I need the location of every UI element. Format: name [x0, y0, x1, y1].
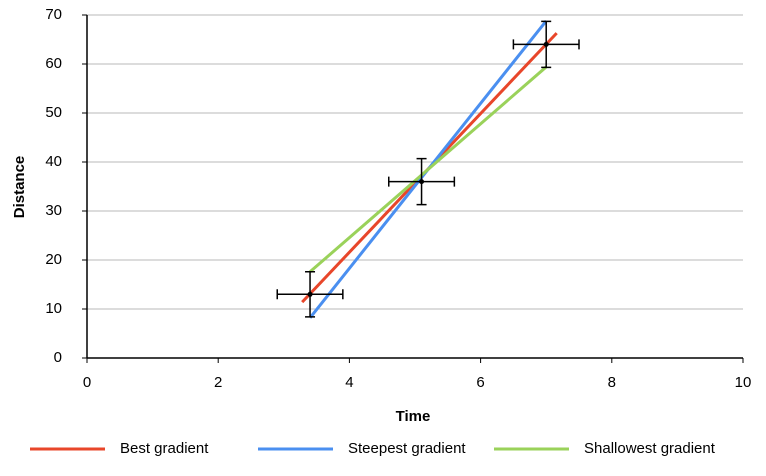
y-tick-label: 70 — [45, 6, 62, 23]
x-tick-label: 4 — [345, 374, 353, 391]
x-tick-label: 6 — [476, 374, 484, 391]
y-tick-label: 10 — [45, 300, 62, 317]
data-point — [307, 291, 313, 297]
data-point — [543, 41, 549, 47]
y-tick-label: 40 — [45, 153, 62, 170]
legend-label: Shallowest gradient — [584, 440, 716, 457]
legend-label: Best gradient — [120, 440, 209, 457]
y-tick-label: 20 — [45, 251, 62, 268]
x-tick-label: 10 — [735, 374, 752, 391]
x-tick-label: 2 — [214, 374, 222, 391]
y-tick-label: 30 — [45, 202, 62, 219]
y-tick-label: 0 — [54, 349, 62, 366]
x-tick-label: 8 — [608, 374, 616, 391]
line — [309, 65, 548, 273]
y-axis-title: Distance — [11, 156, 28, 219]
legend-label: Steepest gradient — [348, 440, 466, 457]
x-axis-title: Time — [396, 408, 431, 425]
y-tick-label: 60 — [45, 55, 62, 72]
y-tick-label: 50 — [45, 104, 62, 121]
data-point — [419, 179, 425, 185]
x-tick-label: 0 — [83, 374, 91, 391]
